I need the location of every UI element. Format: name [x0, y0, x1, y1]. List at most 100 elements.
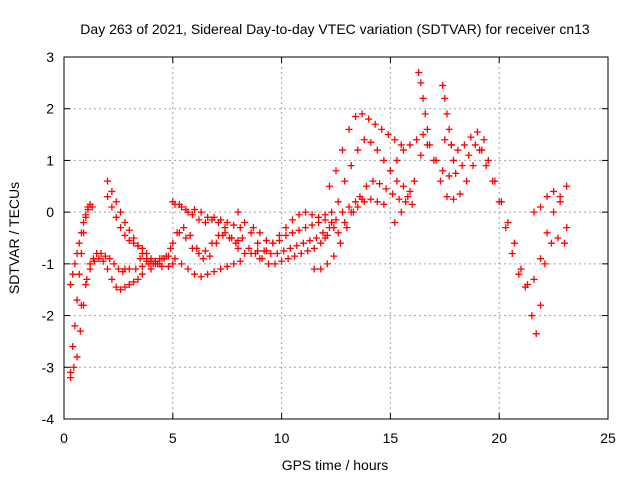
y-tick-label: -2: [42, 308, 55, 324]
data-point: [347, 162, 355, 170]
data-point: [191, 206, 199, 214]
series-track-o: [256, 208, 336, 263]
data-point: [221, 224, 229, 232]
data-point: [180, 224, 188, 232]
data-point: [473, 128, 481, 136]
data-point: [471, 141, 479, 149]
data-point: [125, 226, 133, 234]
data-point: [382, 185, 390, 193]
data-point: [452, 169, 460, 177]
data-point: [484, 156, 492, 164]
data-point: [391, 218, 399, 226]
data-point: [169, 239, 177, 247]
series-track-n: [249, 216, 329, 247]
data-point: [352, 112, 360, 120]
data-point: [104, 193, 112, 201]
data-point: [191, 270, 199, 278]
data-point: [186, 231, 194, 239]
data-point: [201, 247, 209, 255]
data-point: [232, 239, 240, 247]
data-point: [90, 257, 98, 265]
data-point: [236, 224, 244, 232]
data-point: [108, 187, 116, 195]
data-point: [197, 273, 205, 281]
data-point: [249, 224, 257, 232]
data-point: [450, 195, 458, 203]
data-point: [291, 252, 299, 260]
data-point: [71, 322, 79, 330]
data-point: [332, 216, 340, 224]
series-track-x: [441, 128, 488, 154]
data-point: [347, 208, 355, 216]
data-point: [550, 208, 558, 216]
data-point: [275, 231, 283, 239]
data-point: [143, 257, 151, 265]
data-point: [223, 218, 231, 226]
data-point: [114, 265, 122, 273]
data-point: [334, 198, 342, 206]
data-point: [234, 244, 242, 252]
data-point: [480, 136, 488, 144]
data-point: [404, 193, 412, 201]
data-point: [345, 125, 353, 133]
data-point: [147, 255, 155, 263]
data-point: [121, 231, 129, 239]
data-point: [417, 151, 425, 159]
data-point: [406, 187, 414, 195]
data-point: [399, 146, 407, 154]
data-point: [317, 265, 325, 273]
data-point: [269, 239, 277, 247]
data-point: [217, 265, 225, 273]
data-point: [315, 213, 323, 221]
data-point: [343, 224, 351, 232]
data-point: [362, 182, 370, 190]
data-point: [308, 221, 316, 229]
data-point: [334, 229, 342, 237]
data-point: [171, 200, 179, 208]
data-point: [134, 275, 142, 283]
series-track-aa: [530, 182, 571, 216]
data-point: [83, 275, 91, 283]
data-point: [256, 255, 264, 263]
data-point: [71, 260, 79, 268]
data-point: [234, 208, 242, 216]
data-point: [419, 131, 427, 139]
data-point: [528, 312, 536, 320]
data-point: [393, 156, 401, 164]
data-point: [360, 198, 368, 206]
data-point: [86, 265, 94, 273]
data-point: [408, 200, 416, 208]
data-point: [352, 198, 360, 206]
data-point: [199, 255, 207, 263]
data-point: [76, 327, 84, 335]
data-point: [304, 247, 312, 255]
data-point: [354, 146, 362, 154]
data-point: [117, 208, 125, 216]
data-point: [389, 190, 397, 198]
data-point: [465, 151, 473, 159]
data-point: [297, 250, 305, 258]
data-point: [325, 182, 333, 190]
data-point: [121, 218, 129, 226]
data-point: [310, 244, 318, 252]
data-point: [130, 278, 138, 286]
data-point: [273, 250, 281, 258]
data-point: [112, 213, 120, 221]
data-point: [367, 195, 375, 203]
data-point: [184, 265, 192, 273]
data-point: [73, 296, 81, 304]
data-point: [80, 218, 88, 226]
data-point: [210, 268, 218, 276]
data-point: [138, 270, 146, 278]
data-point: [295, 211, 303, 219]
data-point: [143, 250, 151, 258]
data-point: [478, 146, 486, 154]
chart-title: Day 263 of 2021, Sidereal Day-to-day VTE…: [80, 21, 590, 37]
data-point: [423, 125, 431, 133]
data-point: [75, 270, 83, 278]
data-point: [373, 198, 381, 206]
data-point: [439, 167, 447, 175]
data-point: [193, 244, 201, 252]
data-point: [67, 281, 75, 289]
data-point: [397, 141, 405, 149]
